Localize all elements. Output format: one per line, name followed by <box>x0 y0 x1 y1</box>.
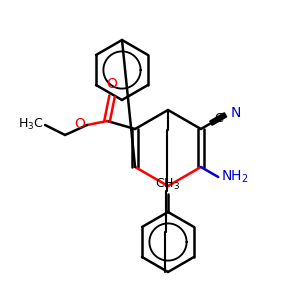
Text: O: O <box>74 117 85 131</box>
Text: C: C <box>214 112 223 124</box>
Text: O: O <box>107 77 118 91</box>
Text: H$_3$C: H$_3$C <box>17 116 43 131</box>
Text: N: N <box>230 106 241 120</box>
Text: CH$_3$: CH$_3$ <box>155 177 181 192</box>
Text: NH$_2$: NH$_2$ <box>221 169 249 185</box>
